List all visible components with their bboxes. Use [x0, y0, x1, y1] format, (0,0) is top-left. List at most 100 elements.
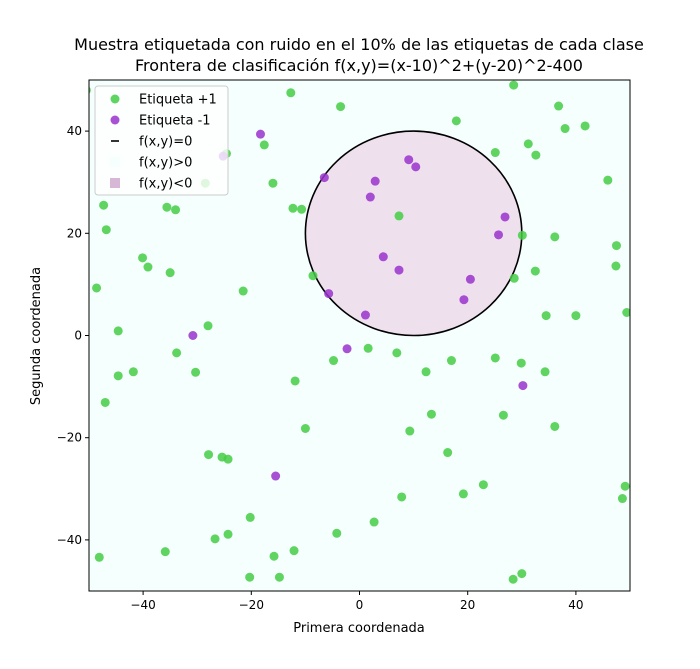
- point-positive: [94, 552, 104, 562]
- point-positive: [530, 266, 540, 276]
- point-positive: [443, 448, 453, 458]
- point-negative: [370, 176, 380, 186]
- legend-marker: [110, 115, 120, 125]
- point-positive: [245, 572, 255, 582]
- point-positive: [297, 204, 307, 214]
- point-positive: [363, 343, 373, 353]
- point-positive: [290, 376, 300, 386]
- point-negative: [465, 274, 475, 284]
- point-positive: [478, 480, 488, 490]
- point-negative: [319, 173, 329, 183]
- x-tick-label: 20: [460, 598, 475, 612]
- x-tick-label: 0: [356, 598, 364, 612]
- chart-title: Muestra etiquetada con ruido en el 10% d…: [74, 35, 644, 54]
- point-negative: [365, 192, 375, 202]
- point-negative: [494, 230, 504, 240]
- point-positive: [617, 494, 627, 504]
- point-positive: [531, 150, 541, 160]
- point-positive: [162, 202, 172, 212]
- point-positive: [394, 211, 404, 221]
- point-positive: [516, 358, 526, 368]
- point-positive: [451, 116, 461, 126]
- point-positive: [603, 175, 613, 185]
- point-positive: [550, 232, 560, 242]
- point-positive: [550, 421, 560, 431]
- point-positive: [540, 367, 550, 377]
- point-positive: [517, 230, 527, 240]
- point-positive: [509, 273, 519, 283]
- point-positive: [332, 528, 342, 538]
- point-positive: [274, 572, 284, 582]
- point-positive: [300, 424, 310, 434]
- point-positive: [100, 397, 110, 407]
- point-negative: [459, 295, 469, 305]
- point-negative: [500, 212, 510, 222]
- point-negative: [394, 265, 404, 275]
- point-positive: [99, 200, 109, 210]
- point-positive: [160, 547, 170, 557]
- point-positive: [223, 529, 233, 539]
- point-positive: [336, 102, 346, 112]
- point-positive: [329, 356, 339, 366]
- point-positive: [113, 371, 123, 381]
- legend-marker: [110, 178, 120, 188]
- point-negative: [342, 344, 352, 354]
- point-positive: [92, 283, 102, 293]
- x-tick-label: 40: [568, 598, 583, 612]
- x-axis-label: Primera coordenada: [293, 621, 425, 636]
- point-positive: [128, 367, 138, 377]
- point-positive: [446, 356, 456, 366]
- point-positive: [269, 551, 279, 561]
- point-positive: [509, 80, 519, 90]
- point-positive: [421, 367, 431, 377]
- point-positive: [172, 348, 182, 358]
- point-positive: [458, 489, 468, 499]
- point-positive: [259, 140, 269, 150]
- point-positive: [611, 241, 621, 251]
- point-positive: [490, 148, 500, 158]
- legend-label: f(x,y)>0: [139, 156, 192, 171]
- point-positive: [268, 178, 278, 188]
- chart-subtitle: Frontera de clasificación f(x,y)=(x-10)^…: [135, 56, 583, 75]
- point-positive: [554, 101, 564, 111]
- point-positive: [523, 139, 533, 149]
- point-positive: [622, 308, 630, 318]
- point-positive: [238, 286, 248, 296]
- legend-marker: [110, 94, 120, 104]
- point-positive: [308, 271, 318, 281]
- point-negative: [360, 310, 370, 320]
- point-positive: [286, 88, 296, 98]
- point-positive: [113, 326, 123, 336]
- point-positive: [171, 205, 181, 215]
- point-positive: [571, 311, 581, 321]
- point-positive: [498, 410, 508, 420]
- x-tick-label: −20: [239, 598, 264, 612]
- points-layer: [89, 80, 630, 584]
- point-positive: [138, 253, 148, 263]
- point-positive: [165, 268, 175, 278]
- legend: Etiqueta +1 Etiqueta -1 f(x,y)=0 f(x,y)>0 f(…: [94, 85, 229, 196]
- point-positive: [508, 574, 518, 584]
- point-positive: [426, 409, 436, 419]
- point-negative: [378, 252, 388, 262]
- y-tick-label: 0: [74, 329, 82, 343]
- point-positive: [397, 492, 407, 502]
- negative-region: [305, 131, 522, 336]
- x-axis: −40 −20 0 20 40: [130, 591, 584, 612]
- y-tick-label: 40: [67, 124, 82, 138]
- point-negative: [324, 289, 334, 299]
- point-positive: [560, 124, 570, 134]
- point-positive: [288, 203, 298, 213]
- legend-marker: [110, 157, 120, 167]
- point-positive: [101, 225, 111, 235]
- legend-label: f(x,y)<0: [139, 177, 192, 192]
- point-negative: [255, 129, 265, 139]
- point-negative: [411, 162, 421, 172]
- legend-label: f(x,y)=0: [139, 135, 192, 150]
- point-positive: [392, 348, 402, 358]
- point-positive: [541, 311, 551, 321]
- legend-box: [94, 85, 229, 196]
- point-positive: [580, 121, 590, 131]
- legend-label: Etiqueta -1: [139, 114, 211, 129]
